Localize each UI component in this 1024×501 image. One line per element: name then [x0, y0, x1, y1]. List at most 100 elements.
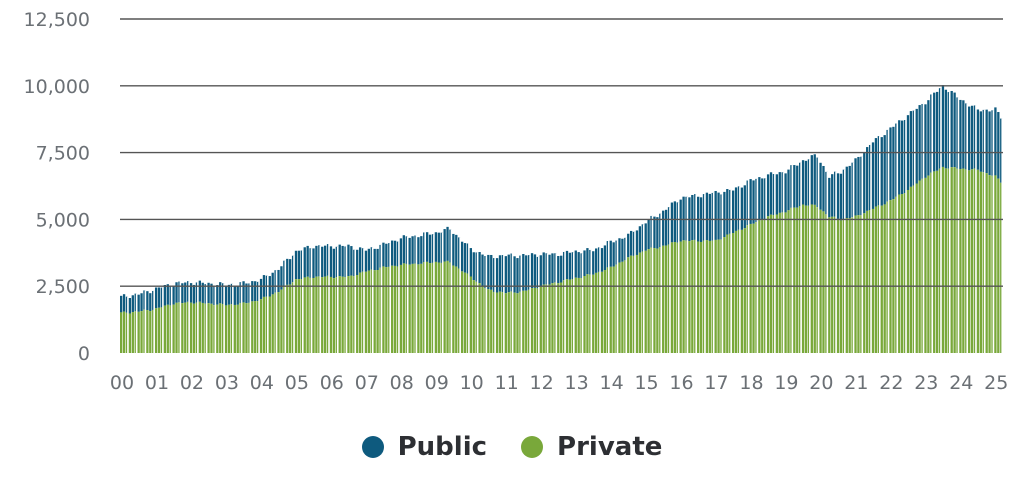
bar-public — [1000, 118, 1003, 183]
bar-private — [472, 280, 475, 353]
bar-gap — [774, 174, 776, 353]
bar-public — [592, 251, 595, 275]
bar-public — [358, 247, 362, 273]
bar-gap — [983, 109, 986, 353]
bar-public — [836, 173, 840, 219]
bar-public — [901, 120, 904, 195]
bar-public — [522, 253, 525, 291]
bar-private — [889, 200, 892, 353]
bar-private — [772, 214, 776, 353]
bar-gap — [616, 240, 619, 353]
bar-private — [396, 266, 400, 353]
bar-public — [877, 136, 880, 206]
bar-private — [737, 229, 741, 353]
bar-private — [303, 277, 306, 353]
bar-private — [204, 303, 207, 353]
bar-private — [612, 266, 615, 353]
bar-public — [889, 127, 892, 201]
bar-gap — [293, 255, 295, 353]
bar-public — [140, 293, 143, 312]
bar-public — [160, 287, 164, 308]
bar-public — [560, 255, 563, 283]
bar-private — [720, 239, 723, 353]
bar-public — [323, 245, 327, 277]
bar-private — [495, 292, 499, 353]
bar-gap — [782, 172, 785, 353]
bar-public — [431, 234, 435, 263]
bar-public — [402, 235, 405, 264]
bar-public — [452, 233, 455, 266]
bar-private — [294, 279, 298, 353]
bar-private — [831, 216, 834, 353]
bar-private — [542, 284, 545, 353]
bar-private — [367, 270, 371, 353]
bar-public — [612, 242, 615, 267]
bar-public — [449, 229, 452, 263]
bar-private — [187, 301, 190, 353]
y-tick-label: 2,500 — [36, 276, 90, 298]
bar-public — [533, 254, 537, 288]
bar-gap — [284, 260, 287, 353]
bar-public — [565, 250, 569, 280]
bar-public — [752, 180, 755, 224]
bar-public — [455, 234, 458, 267]
bar-private — [548, 284, 551, 353]
bar-private — [236, 304, 239, 353]
bar-gap — [809, 159, 811, 353]
x-tick-label: 19 — [774, 372, 798, 394]
bar-public — [580, 253, 583, 279]
bar-public — [933, 92, 936, 172]
bar-private — [562, 280, 566, 353]
bar-gap — [747, 180, 750, 353]
bar-private — [790, 207, 793, 353]
bar-public — [962, 100, 965, 169]
bar-public — [903, 120, 907, 194]
bar-public — [300, 250, 303, 280]
bar-public — [230, 283, 234, 305]
bar-gap — [441, 232, 444, 353]
bar-public — [364, 250, 368, 272]
bar-private — [391, 265, 394, 353]
bar-private — [478, 283, 481, 353]
bar-private — [300, 279, 303, 353]
bar-public — [656, 217, 659, 249]
bar-public — [892, 126, 895, 200]
bar-private — [571, 279, 575, 353]
bar-public — [286, 258, 289, 285]
bar-public — [883, 135, 886, 205]
bar-public — [501, 255, 505, 293]
bar-public — [297, 250, 301, 280]
bar-gap — [162, 287, 164, 353]
bar-private — [924, 177, 927, 353]
bar-public — [274, 270, 277, 293]
bar-public — [219, 282, 222, 304]
bar-gap — [913, 110, 916, 353]
bar-private — [140, 311, 143, 353]
bar-private — [994, 175, 997, 353]
legend-label-private: Private — [557, 432, 663, 462]
bar-gap — [634, 231, 636, 353]
bar-gap — [870, 144, 872, 353]
y-tick-label: 7,500 — [36, 143, 90, 165]
bar-public — [530, 253, 534, 289]
bar-gap — [371, 247, 374, 353]
bar-public — [991, 110, 994, 176]
bar-private — [592, 274, 595, 353]
bar-public — [548, 254, 551, 285]
bar-public — [848, 165, 851, 219]
bar-private — [874, 206, 878, 353]
x-tick-label: 00 — [110, 372, 134, 394]
bar-private — [979, 171, 982, 353]
bar-private — [871, 208, 875, 353]
bar-private — [866, 210, 869, 353]
bar-gap — [354, 249, 357, 353]
legend-swatch-private — [521, 436, 544, 458]
bar-private — [688, 241, 691, 353]
bar-public — [125, 296, 129, 313]
bar-public — [979, 111, 982, 172]
bar-private — [915, 183, 918, 353]
y-tick-label: 5,000 — [36, 209, 90, 231]
bar-private — [283, 286, 286, 353]
bar-private — [388, 266, 391, 353]
bar-public — [393, 240, 397, 266]
